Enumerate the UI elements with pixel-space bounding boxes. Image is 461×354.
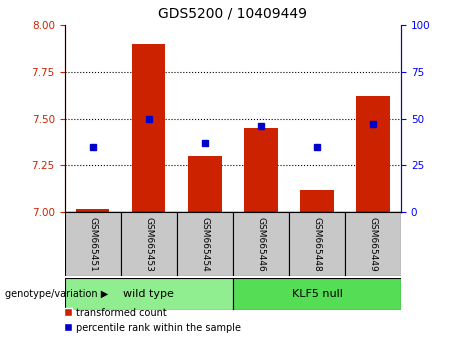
Bar xyxy=(356,96,390,212)
Bar xyxy=(65,278,233,310)
Bar xyxy=(289,212,345,276)
Bar xyxy=(244,128,278,212)
Bar xyxy=(65,212,121,276)
Bar xyxy=(345,212,401,276)
Bar xyxy=(233,278,401,310)
Text: KLF5 null: KLF5 null xyxy=(291,289,343,299)
Bar xyxy=(188,156,222,212)
Bar xyxy=(300,190,334,212)
Bar xyxy=(76,209,109,212)
Text: GSM665454: GSM665454 xyxy=(200,217,209,272)
Bar xyxy=(177,212,233,276)
Text: GSM665446: GSM665446 xyxy=(256,217,266,272)
Title: GDS5200 / 10409449: GDS5200 / 10409449 xyxy=(158,7,307,21)
Text: GSM665453: GSM665453 xyxy=(144,217,153,272)
Bar xyxy=(121,212,177,276)
Legend: transformed count, percentile rank within the sample: transformed count, percentile rank withi… xyxy=(60,304,245,337)
Bar xyxy=(132,44,165,212)
Text: wild type: wild type xyxy=(123,289,174,299)
Text: genotype/variation ▶: genotype/variation ▶ xyxy=(5,289,108,299)
Bar xyxy=(233,212,289,276)
Text: GSM665451: GSM665451 xyxy=(88,217,97,272)
Text: GSM665449: GSM665449 xyxy=(368,217,378,272)
Text: GSM665448: GSM665448 xyxy=(313,217,321,272)
